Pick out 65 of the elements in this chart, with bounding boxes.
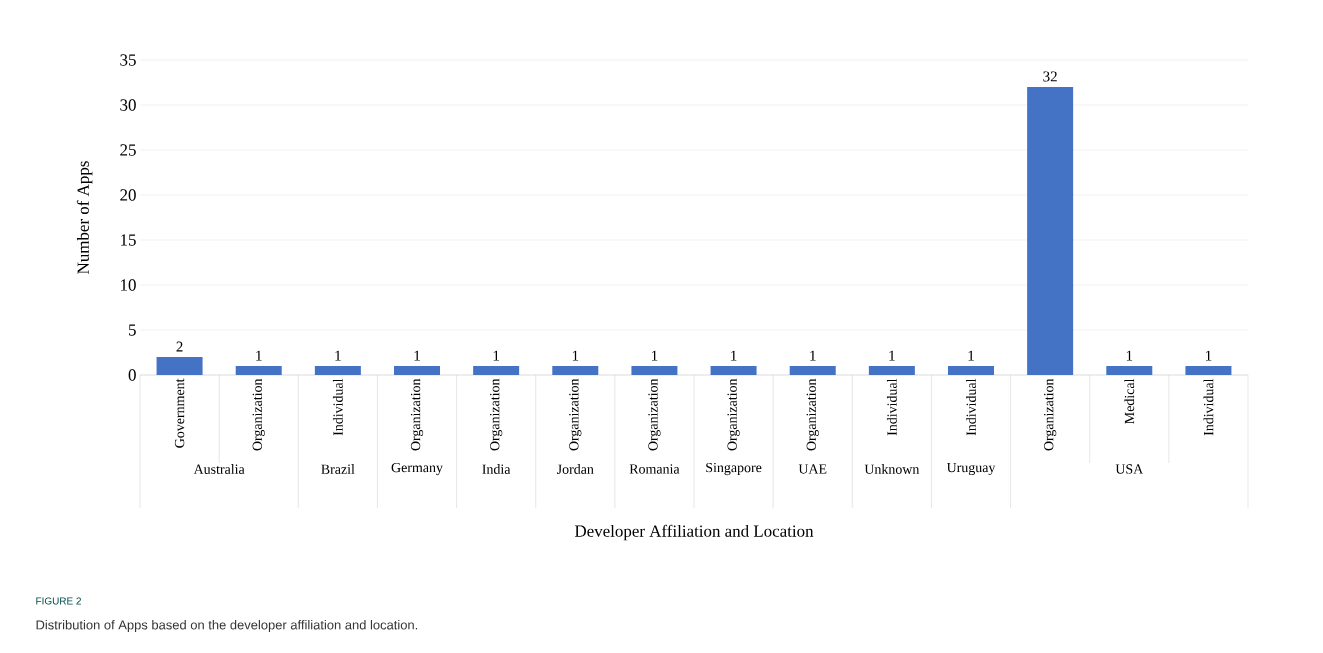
x-tick-label: Government (174, 378, 185, 448)
x-tick-label: Organization (648, 378, 661, 451)
x-tick-label: Organization (727, 378, 740, 451)
text: USA (1115, 464, 1144, 474)
bar (868, 366, 915, 376)
y-tick-label: 20 (120, 189, 136, 201)
data-label: 1 (652, 350, 658, 361)
bar (631, 366, 678, 376)
x-tick-label: Organization (490, 378, 503, 451)
bar (235, 366, 282, 376)
bar (473, 366, 520, 376)
bar (710, 366, 757, 376)
text: Distribution of Apps based on the developer affiliation and location. (36, 619, 418, 633)
x-axis-title: Developer Affiliation and Location (574, 524, 814, 541)
x-tick-label: Organization (252, 378, 265, 451)
data-label: 1 (968, 350, 974, 361)
bar (394, 366, 440, 376)
y-tick-label: 15 (121, 234, 136, 246)
data-label: 1 (1206, 350, 1212, 361)
data-label: 1 (731, 350, 737, 361)
bar (552, 366, 599, 376)
y-axis-title: Number of Apps (76, 161, 93, 274)
data-label: 1 (572, 350, 579, 361)
x-tick-label: Organization (569, 378, 582, 451)
bar (789, 366, 836, 376)
bar (314, 366, 361, 376)
y-tick-label: 30 (120, 99, 136, 111)
x-tick-label: Organization (806, 378, 819, 451)
bar (1106, 366, 1153, 376)
text: UAE (798, 464, 827, 474)
data-label: 1 (256, 350, 262, 361)
data-label: 1 (493, 350, 499, 361)
x-tick-label: Medical (1124, 378, 1135, 424)
data-label: 32 (1043, 71, 1057, 82)
y-tick-label: 25 (120, 144, 136, 156)
text: Uruguay (946, 462, 996, 476)
text: Romania (629, 464, 680, 474)
data-label: 1 (889, 350, 895, 361)
data-label: 1 (1126, 350, 1133, 361)
data-label: 1 (810, 350, 816, 361)
bar (156, 357, 203, 376)
x-tick-label: Individual (966, 378, 976, 436)
bar (1185, 366, 1232, 376)
y-tick-label: 0 (128, 369, 136, 381)
caption: FIGURE 2 (36, 597, 81, 605)
data-label: 1 (414, 350, 420, 361)
text: Unknown (864, 464, 920, 474)
text: India (482, 464, 511, 474)
x-tick-label: Individual (1203, 378, 1214, 436)
bar (948, 366, 994, 376)
y-tick-label: 35 (120, 54, 136, 66)
x-tick-label: Organization (1044, 378, 1057, 451)
text: Australia (193, 464, 245, 474)
text: Singapore (706, 462, 762, 476)
text: Jordan (556, 464, 594, 474)
x-tick-label: Organization (410, 378, 424, 451)
y-tick-label: 5 (129, 324, 136, 336)
bar (1027, 87, 1074, 376)
x-tick-label: Individual (886, 378, 897, 436)
text: Brazil (321, 464, 355, 474)
data-label: 1 (335, 350, 341, 361)
x-tick-label: Individual (332, 378, 343, 436)
text: Germany (391, 462, 443, 476)
y-tick-label: 10 (121, 279, 136, 291)
data-label: 2 (176, 341, 183, 352)
